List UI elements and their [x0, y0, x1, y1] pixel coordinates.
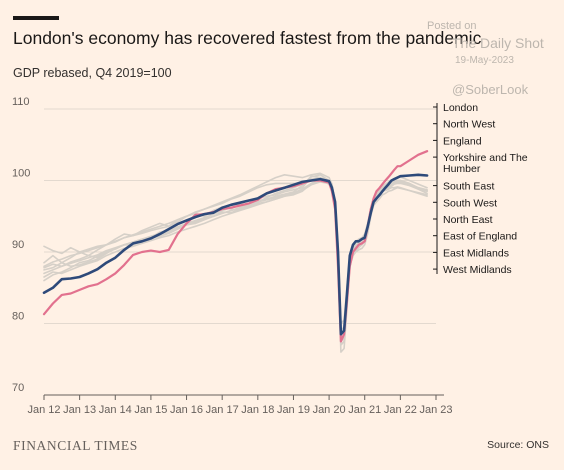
chart-title: London's economy has recovered fastest f… [13, 28, 482, 48]
legend-label-south-east: South East [443, 181, 494, 193]
legend-label-west-midlands: West Midlands [443, 264, 512, 276]
x-axis: Jan 12 Jan 13 Jan 14 Jan 15 Jan 16 Jan 17 Jan … [27, 394, 453, 416]
publisher-brand: FINANCIAL TIMES [13, 438, 138, 453]
legend-label-east-midlands: East Midlands [443, 247, 509, 259]
top-accent-rule [13, 16, 59, 20]
x-tick-label-10: Jan 22 [384, 404, 417, 416]
watermark-date: 19-May-2023 [455, 55, 514, 66]
x-tick-label-6: Jan 18 [241, 404, 274, 416]
y-tick-label-70: 70 [12, 382, 24, 394]
x-tick-label-2: Jan 14 [99, 404, 132, 416]
x-tick-label-5: Jan 17 [206, 404, 239, 416]
y-tick-label-110: 110 [12, 96, 30, 108]
legend-label-east-of-england: East of England [443, 231, 517, 243]
series-line-east-midlands [43, 179, 428, 346]
watermark-name: The Daily Shot [452, 35, 544, 51]
gridlines [44, 108, 436, 324]
legend-label-england: England [443, 135, 482, 147]
series-line-yorkshire-and-the-humber [43, 175, 428, 346]
legend-label-north-west: North West [443, 119, 495, 131]
watermark-posted: Posted on [427, 20, 477, 32]
x-tick-label-9: Jan 21 [348, 404, 381, 416]
legend: London North West England Yorkshire and The… [433, 102, 528, 276]
x-tick-label-8: Jan 20 [313, 404, 346, 416]
legend-label-yorkshire-and-the-humber: Yorkshire and The Humber [443, 152, 528, 175]
legend-label-south-west: South West [443, 197, 497, 209]
x-tick-label-7: Jan 19 [277, 404, 310, 416]
y-tick-label-90: 90 [12, 239, 24, 251]
y-axis-labels: 70 80 90 100 110 [12, 96, 30, 394]
x-tick-label-3: Jan 15 [134, 404, 167, 416]
source-note: Source: ONS [487, 439, 549, 451]
series-lines [42, 150, 429, 353]
legend-label-north-east: North East [443, 214, 493, 226]
chart-subtitle: GDP rebased, Q4 2019=100 [13, 66, 172, 80]
legend-label-london: London [443, 102, 478, 114]
y-tick-label-80: 80 [12, 311, 24, 323]
y-tick-label-100: 100 [12, 168, 30, 180]
watermark-handle: @SoberLook [452, 82, 529, 97]
x-tick-label-4: Jan 16 [170, 404, 203, 416]
series-line-london [42, 173, 429, 336]
x-tick-label-11: Jan 23 [419, 404, 452, 416]
x-tick-label-0: Jan 12 [27, 404, 60, 416]
x-tick-label-1: Jan 13 [63, 404, 96, 416]
